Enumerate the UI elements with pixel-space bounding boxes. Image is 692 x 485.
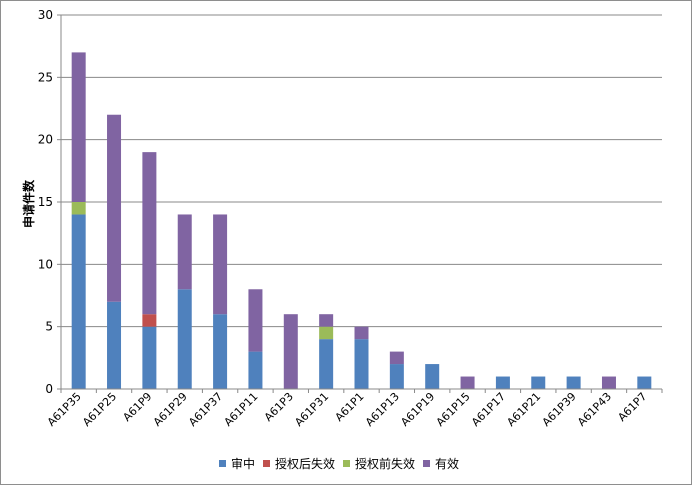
x-tick-label: A61P39 (540, 390, 579, 429)
y-tick-label: 20 (38, 133, 53, 147)
bar-segment (389, 364, 404, 389)
y-tick-label: 5 (45, 320, 53, 334)
bar-segment (283, 314, 298, 389)
bar-segment (354, 326, 369, 340)
gridlines (61, 14, 662, 328)
legend-swatch (219, 460, 226, 467)
bar-segment (71, 214, 86, 389)
x-tick-label: A61P31 (292, 390, 331, 429)
x-tick-label: A61P43 (575, 390, 614, 429)
bar-segment (354, 339, 369, 389)
bar-segment (425, 364, 440, 389)
bar-segment (319, 326, 334, 340)
legend-swatch (423, 460, 431, 467)
bar-segment (213, 314, 228, 389)
bar-segment (248, 289, 263, 352)
x-tick-label: A61P17 (469, 390, 508, 429)
bar-segment (248, 351, 263, 389)
y-axis-label: 申请件数 (21, 179, 36, 228)
bar-segment (107, 114, 122, 302)
x-tick-label: A61P15 (434, 390, 473, 429)
bar-segment (601, 376, 616, 389)
x-tick-label: A61P21 (504, 390, 543, 429)
bar-segment (495, 376, 510, 389)
y-tick-label: 15 (38, 195, 53, 209)
x-tick-label: A61P13 (363, 390, 402, 429)
bar-segment (177, 214, 192, 290)
y-tick-label: 10 (38, 257, 53, 271)
bar-segment (142, 152, 157, 315)
x-tick-label: A61P11 (222, 390, 261, 429)
y-tick-label: 30 (38, 8, 53, 22)
x-tick-label: A61P37 (186, 390, 225, 429)
bar-segment (142, 314, 157, 327)
bar-segment (531, 376, 546, 389)
bar-segment (177, 289, 192, 389)
y-tick-label: 25 (38, 70, 53, 84)
x-tick-label: A61P3 (262, 390, 296, 424)
bar-segment (71, 202, 86, 215)
bar-segment (213, 214, 228, 315)
bar-segment (319, 314, 334, 327)
x-tick-label: A61P7 (615, 390, 649, 424)
legend-label: 授权前失效 (355, 457, 416, 471)
legend-swatch (263, 460, 271, 467)
bar-segment (566, 376, 581, 389)
x-tick-label: A61P9 (120, 390, 154, 424)
legend-item: 授权前失效 (343, 455, 415, 472)
legend-swatch (343, 460, 351, 467)
x-tick-label: A61P25 (80, 390, 119, 429)
bar-segment (389, 351, 404, 365)
bar-segment (142, 326, 157, 389)
legend-item: 有效 (423, 455, 459, 472)
legend-item: 授权后失效 (263, 455, 335, 472)
bar-segment (107, 301, 122, 389)
bars (71, 52, 652, 389)
y-tick-label: 0 (45, 382, 53, 396)
x-tick-label: A61P1 (333, 390, 367, 424)
x-tick-label: A61P19 (398, 390, 437, 429)
legend-label: 审中 (231, 457, 256, 471)
legend: 审中 授权后失效 授权前失效 有效 (219, 455, 467, 472)
bar-segment (319, 339, 334, 389)
y-axis-ticks: 0 5 10 15 20 25 30 (38, 8, 61, 396)
bar-segment (71, 52, 86, 203)
bar-segment (460, 376, 475, 389)
legend-item: 审中 (219, 455, 255, 472)
legend-label: 有效 (435, 457, 460, 471)
bar-segment (637, 376, 652, 389)
legend-label: 授权后失效 (275, 457, 336, 471)
x-tick-label: A61P29 (151, 390, 190, 429)
